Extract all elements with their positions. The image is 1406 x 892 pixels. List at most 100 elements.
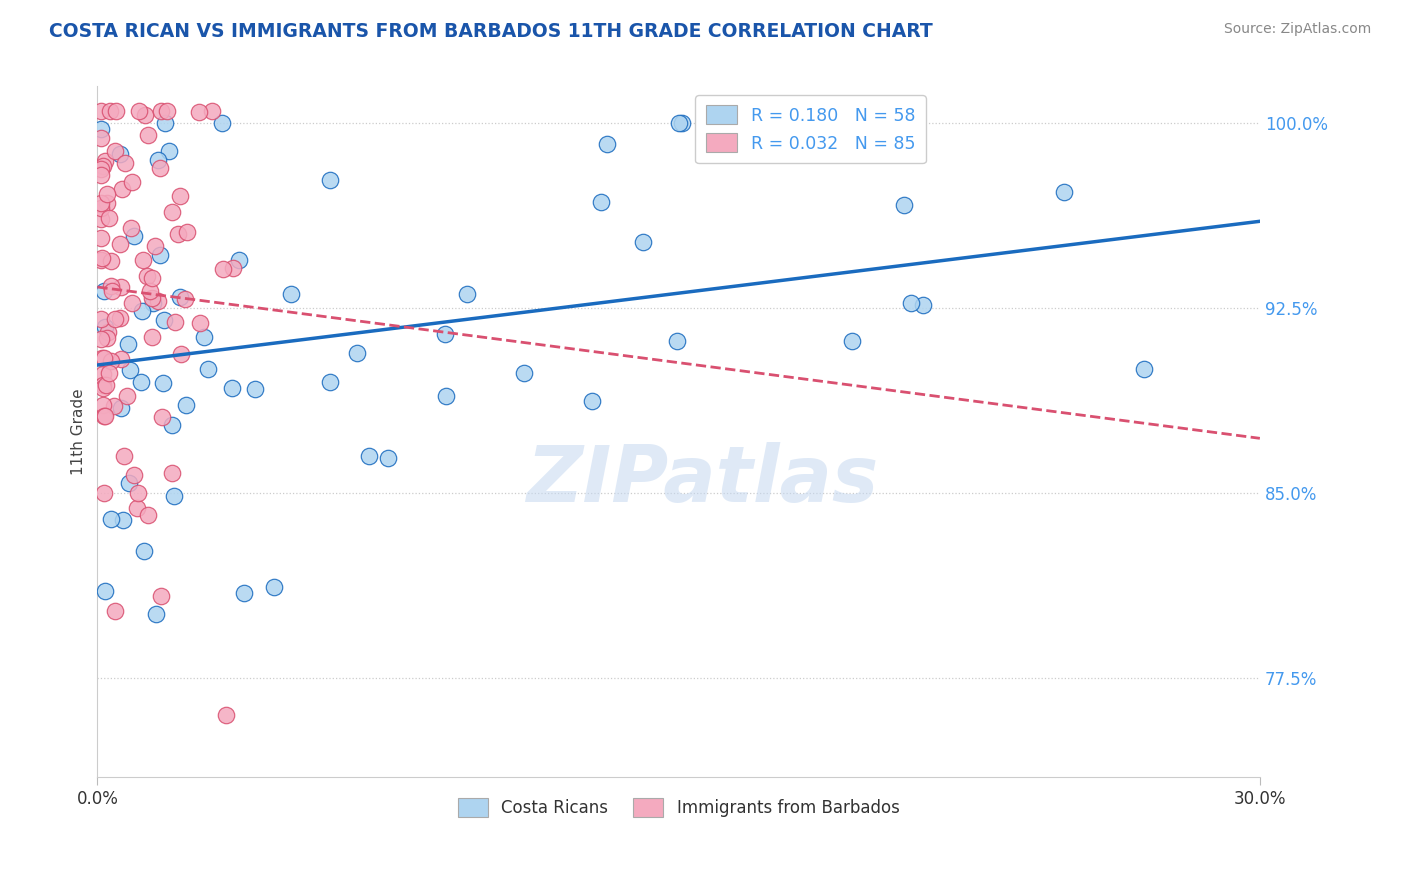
Point [228, 252, 250, 267]
Point [98, 366, 121, 380]
Point [150, 103, 173, 118]
Point [165, 315, 187, 329]
Point [94, 583, 117, 598]
Point [91, 367, 114, 381]
Point [221, 380, 243, 394]
Legend: Costa Ricans, Immigrants from Barbados: Costa Ricans, Immigrants from Barbados [451, 792, 905, 824]
Point [105, 103, 128, 118]
Point [93, 284, 115, 298]
Point [93, 320, 115, 334]
Point [280, 286, 302, 301]
Point [153, 313, 176, 327]
Point [149, 248, 172, 262]
Point [121, 295, 143, 310]
Point [893, 198, 915, 212]
Point [174, 292, 197, 306]
Point [512, 366, 534, 380]
Point [100, 353, 122, 368]
Point [157, 144, 180, 158]
Point [114, 156, 136, 170]
Point [141, 270, 163, 285]
Point [591, 195, 613, 210]
Point [174, 398, 197, 412]
Point [141, 291, 163, 305]
Point [243, 382, 266, 396]
Point [197, 362, 219, 376]
Point [188, 105, 211, 120]
Point [90, 162, 112, 177]
Point [90, 332, 112, 346]
Point [139, 284, 162, 298]
Point [233, 586, 256, 600]
Point [93, 485, 115, 500]
Point [666, 334, 689, 348]
Point [91, 351, 114, 365]
Point [131, 376, 153, 390]
Point [96, 195, 118, 210]
Point [96, 331, 118, 345]
Point [145, 607, 167, 621]
Point [141, 330, 163, 344]
Point [911, 298, 934, 312]
Point [94, 377, 117, 392]
Point [115, 389, 138, 403]
Point [631, 235, 654, 250]
Point [90, 311, 112, 326]
Point [111, 182, 134, 196]
Point [117, 475, 139, 490]
Point [96, 187, 118, 202]
Point [132, 253, 155, 268]
Point [318, 375, 340, 389]
Point [122, 228, 145, 243]
Point [131, 304, 153, 318]
Point [91, 381, 114, 395]
Point [91, 378, 114, 392]
Point [91, 159, 114, 173]
Point [1053, 185, 1076, 199]
Point [211, 261, 233, 276]
Point [93, 409, 115, 424]
Point [90, 201, 112, 215]
Point [170, 347, 193, 361]
Point [124, 468, 146, 483]
Point [98, 103, 121, 118]
Point [90, 252, 112, 267]
Point [211, 116, 233, 130]
Point [456, 287, 478, 301]
Point [357, 449, 380, 463]
Point [150, 409, 173, 424]
Point [100, 512, 122, 526]
Point [162, 466, 184, 480]
Point [97, 325, 120, 339]
Point [112, 449, 135, 463]
Point [149, 161, 172, 175]
Point [108, 237, 131, 252]
Point [104, 144, 127, 158]
Point [263, 580, 285, 594]
Point [132, 543, 155, 558]
Point [90, 168, 112, 182]
Point [581, 393, 603, 408]
Point [160, 204, 183, 219]
Point [142, 296, 165, 310]
Point [90, 211, 112, 226]
Point [90, 196, 112, 211]
Point [90, 251, 112, 265]
Point [100, 254, 122, 268]
Text: Source: ZipAtlas.com: Source: ZipAtlas.com [1223, 22, 1371, 37]
Point [128, 103, 150, 118]
Point [671, 116, 693, 130]
Point [163, 489, 186, 503]
Text: COSTA RICAN VS IMMIGRANTS FROM BARBADOS 11TH GRADE CORRELATION CHART: COSTA RICAN VS IMMIGRANTS FROM BARBADOS … [49, 22, 934, 41]
Point [668, 116, 690, 130]
Point [153, 116, 176, 130]
Point [215, 708, 238, 723]
Point [104, 604, 127, 618]
Point [110, 401, 132, 415]
Point [103, 399, 125, 413]
Point [319, 172, 342, 186]
Point [149, 589, 172, 603]
Point [98, 211, 121, 225]
Point [93, 409, 115, 423]
Point [346, 346, 368, 360]
